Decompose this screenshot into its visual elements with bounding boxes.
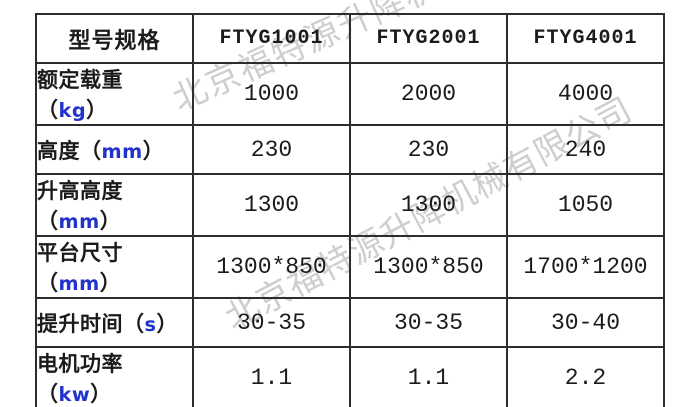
paren-close: ） bbox=[156, 311, 178, 336]
spec-value: 30-40 bbox=[506, 297, 665, 348]
spec-value: 230 bbox=[349, 124, 508, 175]
table-row-platform-size: 平台尺寸 （mm） 1300*850 1300*850 1700*1200 bbox=[35, 235, 665, 299]
spec-value: 1300*850 bbox=[192, 235, 351, 299]
unit-text: kg bbox=[58, 99, 87, 122]
unit-text: kw bbox=[58, 383, 91, 406]
spec-label: 额定载重 （kg） bbox=[35, 62, 194, 126]
table-row-lift-height: 升高高度 （mm） 1300 1300 1050 bbox=[35, 173, 665, 237]
table-header-row: 型号规格 FTYG1001 FTYG2001 FTYG4001 bbox=[35, 13, 665, 64]
spec-label: 高度（mm） bbox=[35, 124, 194, 175]
paren-open: （ bbox=[37, 209, 59, 233]
paren-close: ） bbox=[99, 271, 122, 295]
spec-label: 电机功率 （kw） bbox=[35, 346, 194, 407]
model-name: FTYG1001 bbox=[192, 13, 351, 64]
table-row-motor-power: 电机功率 （kw） 1.1 1.1 2.2 bbox=[35, 346, 665, 407]
spec-value: 1050 bbox=[506, 173, 665, 237]
table-row-lift-time: 提升时间（s） 30-35 30-35 30-40 bbox=[35, 297, 665, 348]
spec-label-text: 提升时间 bbox=[37, 311, 123, 336]
spec-value: 1700*1200 bbox=[506, 235, 665, 299]
unit-text: mm bbox=[101, 139, 143, 163]
spec-value: 1.1 bbox=[192, 346, 351, 407]
spec-value: 240 bbox=[506, 124, 665, 175]
spec-value: 2000 bbox=[349, 62, 508, 126]
spec-value: 30-35 bbox=[192, 297, 351, 348]
spec-label: 平台尺寸 （mm） bbox=[35, 235, 194, 299]
paren-open: （ bbox=[123, 311, 145, 336]
unit-text: mm bbox=[58, 210, 100, 233]
spec-label-text: 电机功率 bbox=[37, 352, 123, 376]
table-row-rated-load: 额定载重 （kg） 1000 2000 4000 bbox=[35, 62, 665, 126]
spec-table: 型号规格 FTYG1001 FTYG2001 FTYG4001 额定载重（kg）… bbox=[35, 13, 665, 407]
spec-value: 230 bbox=[192, 124, 351, 175]
paren-open: （ bbox=[37, 98, 59, 122]
spec-value: 1000 bbox=[192, 62, 351, 126]
paren-close: ） bbox=[142, 138, 165, 163]
unit-text: s bbox=[144, 312, 157, 336]
paren-open: （ bbox=[37, 382, 59, 406]
spec-label-text: 额定载重 bbox=[37, 68, 123, 92]
paren-open: （ bbox=[37, 271, 59, 295]
spec-label: 升高高度 （mm） bbox=[35, 173, 194, 237]
spec-value: 4000 bbox=[506, 62, 665, 126]
unit-text: mm bbox=[58, 272, 100, 295]
spec-value: 1300 bbox=[192, 173, 351, 237]
spec-label: 提升时间（s） bbox=[35, 297, 194, 348]
spec-label-text: 高度 bbox=[37, 138, 80, 163]
paren-close: ） bbox=[90, 382, 112, 406]
paren-close: ） bbox=[99, 209, 122, 233]
model-name: FTYG2001 bbox=[349, 13, 508, 64]
paren-close: ） bbox=[86, 98, 108, 122]
spec-label-text: 升高高度 bbox=[37, 179, 123, 203]
model-name: FTYG4001 bbox=[506, 13, 665, 64]
spec-value: 1300 bbox=[349, 173, 508, 237]
spec-value: 2.2 bbox=[506, 346, 665, 407]
spec-value: 1300*850 bbox=[349, 235, 508, 299]
spec-value: 30-35 bbox=[349, 297, 508, 348]
table-row-height: 高度（mm） 230 230 240 bbox=[35, 124, 665, 175]
spec-label-text: 平台尺寸 bbox=[37, 241, 123, 265]
spec-value: 1.1 bbox=[349, 346, 508, 407]
spec-header-label: 型号规格 bbox=[35, 13, 194, 64]
paren-open: （ bbox=[80, 138, 102, 163]
